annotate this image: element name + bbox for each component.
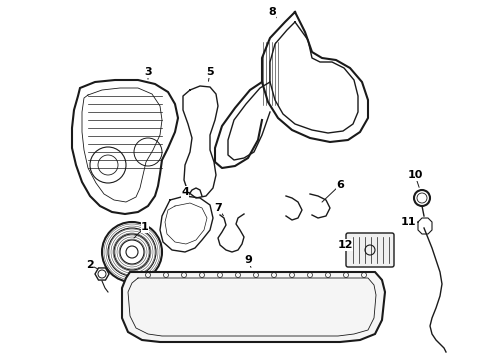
FancyBboxPatch shape [346,233,394,267]
Text: 7: 7 [214,203,222,213]
Polygon shape [122,272,385,342]
Text: 9: 9 [244,255,252,265]
Text: 12: 12 [337,240,353,250]
Text: 5: 5 [206,67,214,77]
Text: 11: 11 [400,217,416,227]
Text: 2: 2 [86,260,94,270]
Text: 1: 1 [141,222,149,232]
Text: 6: 6 [336,180,344,190]
Text: 10: 10 [407,170,423,180]
Text: 8: 8 [268,7,276,17]
Text: 4: 4 [181,187,189,197]
Text: 3: 3 [144,67,152,77]
